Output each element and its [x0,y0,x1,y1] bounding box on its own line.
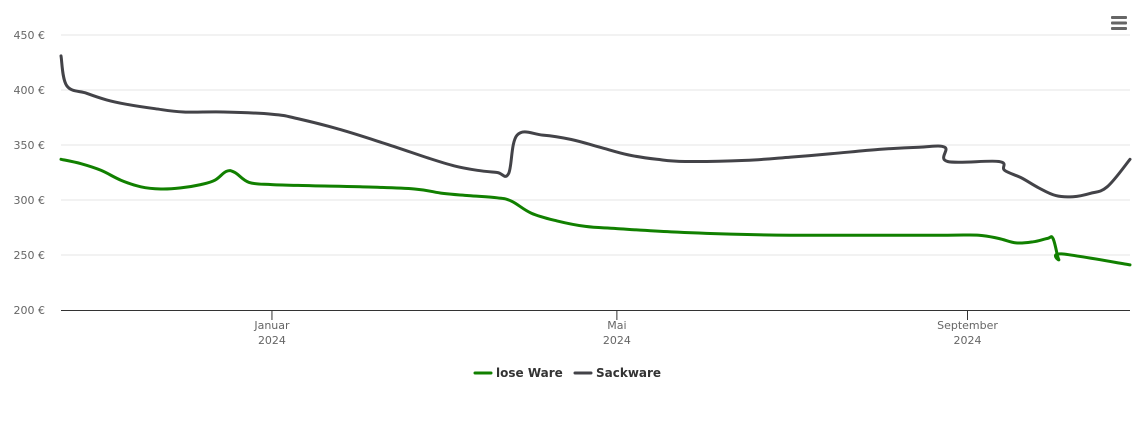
legend-label-sackware[interactable]: Sackware [596,366,661,380]
x-axis: Januar 2024 Mai 2024 September 2024 [61,310,1130,347]
legend-label-lose-ware[interactable]: lose Ware [496,366,563,380]
y-tick-label-200: 200 € [14,304,46,317]
series-line-lose-ware [59,157,1132,267]
x-tick-year-januar: 2024 [258,334,286,347]
hamburger-menu-icon[interactable] [1109,14,1129,32]
y-tick-label-450: 450 € [14,29,46,42]
y-axis: 200 € 250 € 300 € 350 € 400 € 450 € [14,29,46,317]
y-tick-label-300: 300 € [14,194,46,207]
y-tick-label-350: 350 € [14,139,46,152]
series-line-sackware [59,54,1132,199]
y-tick-label-250: 250 € [14,249,46,262]
x-tick-year-mai: 2024 [603,334,631,347]
x-tick-year-september: 2024 [954,334,982,347]
legend: lose Ware Sackware [473,366,661,380]
x-tick-label-september: September [937,319,998,332]
x-tick-label-januar: Januar [253,319,290,332]
series-group [59,54,1132,267]
x-tick-label-mai: Mai [607,319,626,332]
y-tick-label-400: 400 € [14,84,46,97]
